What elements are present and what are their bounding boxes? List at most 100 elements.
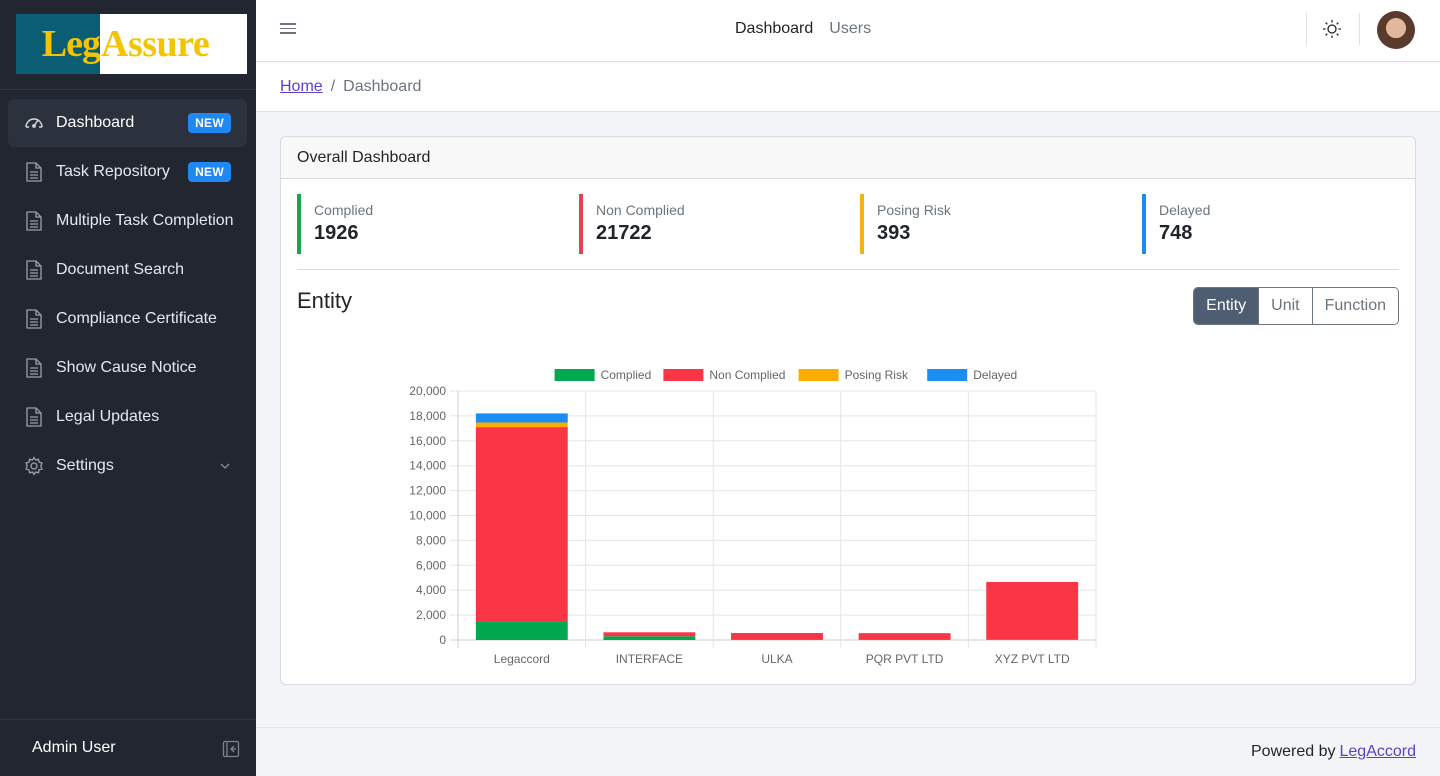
- x-tick-label: PQR PVT LTD: [866, 652, 944, 666]
- view-button-unit[interactable]: Unit: [1258, 288, 1312, 324]
- view-button-function[interactable]: Function: [1311, 288, 1398, 324]
- document-icon: [24, 309, 44, 329]
- y-tick-label: 12,000: [409, 484, 446, 498]
- y-tick-label: 2,000: [416, 608, 446, 622]
- bar-posing-risk: [475, 422, 568, 428]
- view-toggle-group: Entity Unit Function: [1193, 287, 1399, 325]
- breadcrumb: Home / Dashboard: [256, 63, 1440, 112]
- header-divider: [1306, 13, 1307, 45]
- x-tick-label: INTERFACE: [616, 652, 683, 666]
- sidebar-item-label: Task Repository: [56, 163, 170, 180]
- breadcrumb-separator: /: [330, 78, 336, 95]
- sidebar-item-dashboard[interactable]: Dashboard NEW: [8, 99, 247, 147]
- legend-swatch: [927, 369, 968, 381]
- speedometer-icon: [24, 113, 44, 133]
- document-icon: [24, 407, 44, 427]
- y-tick-label: 0: [439, 633, 446, 647]
- logo-part-1: Leg: [16, 14, 101, 74]
- sidebar-footer: Admin User: [0, 719, 256, 776]
- y-tick-label: 14,000: [409, 459, 446, 473]
- sidebar-item-legal-updates[interactable]: Legal Updates: [8, 393, 247, 441]
- admin-user-label: Admin User: [32, 739, 116, 756]
- document-icon: [24, 358, 44, 378]
- legend-swatch: [663, 369, 704, 381]
- breadcrumb-home-link[interactable]: Home: [280, 78, 323, 95]
- sidebar-item-compliance-certificate[interactable]: Compliance Certificate: [8, 295, 247, 343]
- new-badge: NEW: [188, 162, 231, 182]
- stat-label: Complied: [314, 202, 374, 218]
- sidebar-item-task-repository[interactable]: Task Repository NEW: [8, 148, 247, 196]
- y-tick-label: 16,000: [409, 434, 446, 448]
- bar-complied: [986, 639, 1079, 640]
- bar-non-complied: [603, 632, 696, 637]
- y-tick-label: 4,000: [416, 583, 446, 597]
- legend-label: Delayed: [973, 368, 1017, 382]
- x-tick-label: ULKA: [761, 652, 792, 666]
- top-nav-dashboard[interactable]: Dashboard: [735, 20, 814, 37]
- bar-complied: [603, 636, 696, 640]
- overall-dashboard-card: Overall Dashboard Complied 1926 Non Comp…: [280, 136, 1416, 685]
- view-button-entity[interactable]: Entity: [1194, 288, 1259, 324]
- bar-non-complied: [731, 633, 823, 640]
- new-badge: NEW: [188, 113, 231, 133]
- legend-label: Non Complied: [709, 368, 785, 382]
- section-title: Entity: [297, 288, 353, 313]
- y-tick-label: 6,000: [416, 558, 446, 572]
- header-divider: [1359, 13, 1360, 45]
- stat-non-complied: Non Complied 21722: [579, 194, 685, 254]
- gear-icon: [24, 456, 44, 476]
- top-nav: Dashboard Users: [735, 20, 871, 38]
- stat-label: Non Complied: [596, 202, 685, 218]
- sidebar-item-label: Dashboard: [56, 114, 135, 131]
- bar-non-complied: [858, 633, 951, 640]
- sidebar-item-settings[interactable]: Settings: [8, 442, 247, 490]
- sidebar-item-label: Settings: [56, 457, 114, 474]
- bar-non-complied: [475, 427, 568, 622]
- logo[interactable]: Leg Assure: [16, 14, 247, 74]
- y-tick-label: 18,000: [409, 409, 446, 423]
- top-nav-users[interactable]: Users: [829, 20, 872, 37]
- stacked-bar-chart-svg: 0 2,000 4,000 6,000 8,000 10,000 12,000 14,000 1…: [409, 368, 1097, 666]
- sun-icon[interactable]: [1322, 19, 1342, 39]
- sidebar-item-label: Multiple Task Completion: [56, 212, 234, 229]
- sidebar: Leg Assure Dashboard NEW Task Repository…: [0, 0, 256, 776]
- chevron-down-icon: [219, 460, 231, 472]
- legend-swatch: [798, 369, 839, 381]
- bar-non-complied: [986, 581, 1079, 640]
- stat-color-bar: [579, 194, 583, 254]
- powered-by-text: Powered by: [1251, 743, 1336, 760]
- legaccord-link[interactable]: LegAccord: [1339, 743, 1417, 760]
- sidebar-item-show-cause-notice[interactable]: Show Cause Notice: [8, 344, 247, 392]
- breadcrumb-current: Dashboard: [343, 78, 422, 95]
- stat-complied: Complied 1926: [297, 194, 373, 254]
- sidebar-item-document-search[interactable]: Document Search: [8, 246, 247, 294]
- sidebar-item-label: Show Cause Notice: [56, 359, 197, 376]
- stat-value: 1926: [314, 222, 359, 244]
- x-tick-label: XYZ PVT LTD: [995, 652, 1070, 666]
- legend-label: Posing Risk: [845, 368, 909, 382]
- logo-area: Leg Assure: [0, 0, 256, 90]
- sidebar-item-multiple-task-completion[interactable]: Multiple Task Completion: [8, 197, 247, 245]
- entity-chart: 0 2,000 4,000 6,000 8,000 10,000 12,000 14,000 1…: [281, 357, 1417, 677]
- sidebar-item-label: Document Search: [56, 261, 185, 278]
- avatar[interactable]: [1377, 11, 1415, 49]
- stat-color-bar: [860, 194, 864, 254]
- stat-value: 748: [1159, 222, 1193, 244]
- stat-posing-risk: Posing Risk 393: [860, 194, 951, 254]
- page-footer: Powered by LegAccord: [256, 727, 1440, 776]
- legend-label: Complied: [601, 368, 652, 382]
- x-tick-label: Legaccord: [494, 652, 550, 666]
- stat-label: Delayed: [1159, 202, 1211, 218]
- top-header: Dashboard Users: [256, 0, 1440, 62]
- sidebar-nav: Dashboard NEW Task Repository NEW Multip…: [8, 99, 247, 491]
- document-icon: [24, 162, 44, 182]
- stat-delayed: Delayed 748: [1142, 194, 1210, 254]
- document-icon: [24, 211, 44, 231]
- stats-row: Complied 1926 Non Complied 21722 Posing …: [297, 194, 1399, 270]
- bar-delayed: [475, 413, 568, 423]
- y-tick-label: 8,000: [416, 533, 446, 547]
- sidebar-collapse-icon[interactable]: [222, 740, 240, 758]
- y-tick-label: 10,000: [409, 509, 446, 523]
- hamburger-menu-icon[interactable]: [280, 20, 296, 38]
- legend-swatch: [554, 369, 595, 381]
